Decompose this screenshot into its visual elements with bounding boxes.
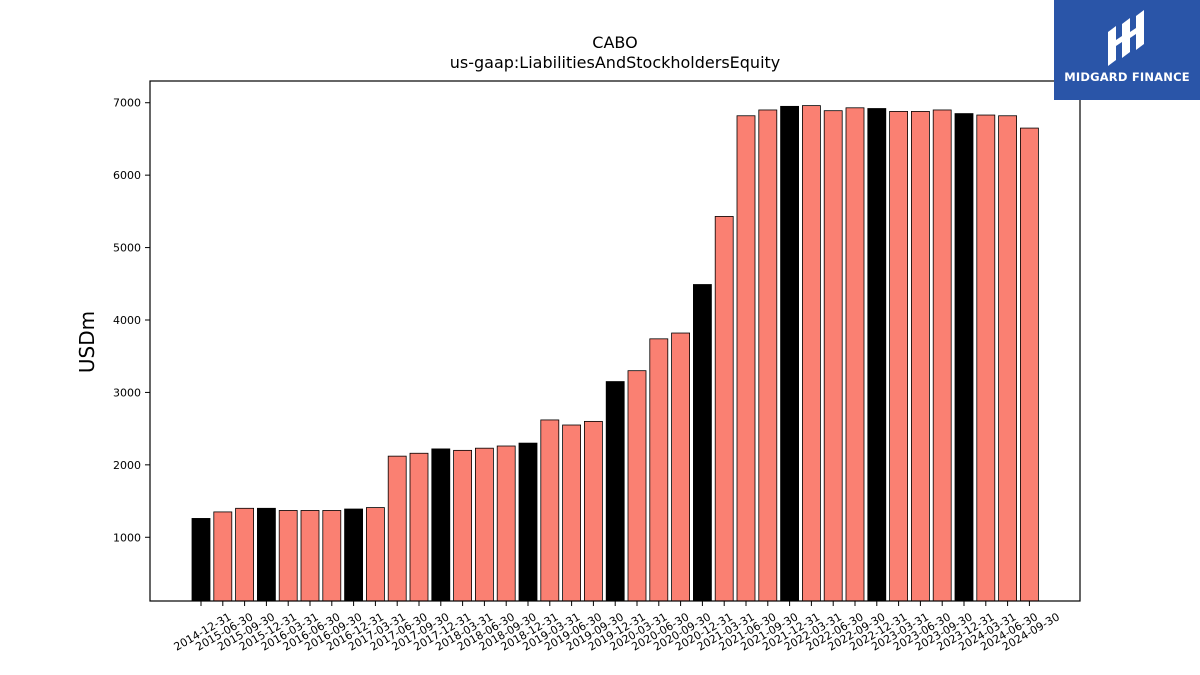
bar-2020-06-30: [649, 338, 669, 602]
y-tick-label: 5000: [113, 242, 141, 255]
plot-frame: [149, 80, 1081, 602]
midgard-logo: MIDGARD FINANCE: [1054, 0, 1200, 100]
bar-2024-03-31: [976, 114, 996, 602]
bar-2021-12-31: [780, 105, 799, 602]
bar-2015-09-30: [235, 507, 255, 602]
bar-2024-09-30: [1020, 127, 1039, 602]
logo-text: MIDGARD FINANCE: [1064, 70, 1190, 84]
bar-2018-06-30: [474, 447, 494, 602]
bar-2018-03-31: [453, 449, 473, 602]
bar-2017-12-31: [431, 448, 451, 602]
bar-2016-06-30: [300, 510, 320, 602]
midgard-logo-icon: [1108, 10, 1144, 66]
bar-2019-09-30: [584, 420, 603, 602]
bar-2018-09-30: [496, 445, 516, 602]
y-tick-label: 6000: [113, 169, 141, 182]
y-tick-label: 4000: [113, 314, 141, 327]
bar-2016-09-30: [322, 510, 342, 602]
bar-2023-06-30: [911, 111, 930, 602]
bar-2017-06-30: [387, 455, 407, 602]
bar-2021-03-31: [714, 216, 734, 602]
y-tick-label: 7000: [113, 97, 141, 110]
bar-2017-03-31: [365, 507, 385, 602]
y-axis-label: USDm: [75, 311, 99, 373]
chart-subtitle: us-gaap:LiabilitiesAndStockholdersEquity: [450, 53, 781, 72]
bar-2018-12-31: [518, 442, 538, 602]
bar-2015-06-30: [213, 511, 233, 602]
bar-2020-12-31: [693, 284, 712, 602]
bar-2019-12-31: [605, 381, 625, 602]
bar-2020-03-31: [627, 370, 647, 602]
bar-2016-12-31: [344, 508, 364, 602]
y-axis: 1000 2000 3000 4000 5000 6000 7000: [113, 97, 150, 544]
bar-2023-12-31: [954, 113, 974, 602]
bar-2021-09-30: [758, 109, 778, 602]
bar-2021-06-30: [736, 115, 756, 602]
bar-2016-03-31: [278, 510, 298, 602]
y-tick-label: 1000: [113, 531, 141, 544]
bar-2015-12-31: [256, 507, 276, 602]
bar-2022-09-30: [845, 107, 865, 602]
bar-2022-03-31: [802, 105, 821, 602]
bar-2017-09-30: [409, 452, 429, 602]
bar-2024-06-30: [998, 115, 1017, 602]
y-tick-label: 3000: [113, 386, 141, 399]
bar-2020-09-30: [671, 332, 690, 602]
bar-2014-12-31: [191, 518, 211, 602]
bar-2019-06-30: [562, 424, 581, 602]
bar-2022-12-31: [867, 108, 887, 602]
chart-title: CABO: [592, 33, 637, 52]
bar-2023-09-30: [932, 109, 952, 602]
x-axis: 2014-12-312015-06-302015-09-302015-12-31…: [172, 601, 1062, 654]
bar-2022-06-30: [823, 110, 843, 602]
bars-group: [191, 105, 1039, 602]
bar-2019-03-31: [540, 419, 560, 602]
y-tick-label: 2000: [113, 459, 141, 472]
bar-2023-03-31: [889, 111, 908, 602]
